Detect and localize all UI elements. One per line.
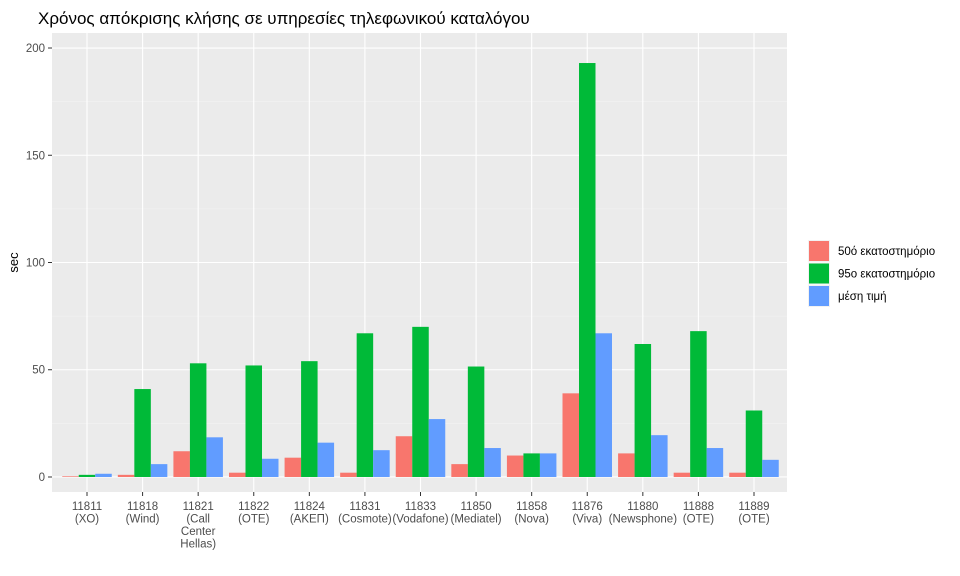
bar	[579, 63, 596, 477]
bar	[134, 389, 151, 477]
bar	[117, 474, 135, 477]
legend-swatch	[809, 286, 829, 306]
bar	[562, 393, 579, 477]
bar	[428, 419, 446, 477]
x-tick-label: 11824 (ΑΚΕΠ)	[290, 501, 329, 526]
x-tick-label: 11822 (OTE)	[238, 501, 269, 526]
x-tick-label: 11850 (Mediatel)	[451, 501, 502, 526]
bar	[229, 472, 246, 477]
x-tick-label: 11876 (Viva)	[572, 501, 603, 526]
legend-swatch	[809, 263, 829, 284]
y-tick-label: 100	[26, 258, 45, 270]
x-tick-label: 11858 (Nova)	[514, 501, 549, 526]
x-tick-label: 11831 (Cosmote)	[338, 501, 392, 526]
bar	[729, 472, 746, 477]
bar	[484, 448, 501, 477]
bar	[451, 464, 468, 477]
y-tick-label: 50	[32, 365, 45, 377]
bar	[634, 344, 652, 477]
bar	[173, 451, 190, 477]
plot-panel	[52, 33, 787, 492]
x-tick-label: 11821 (Call Center Hellas)	[180, 501, 216, 551]
y-tick-label: 200	[26, 43, 45, 55]
bar	[245, 365, 262, 477]
bar	[340, 472, 357, 477]
legend-label: 50ό εκατοστημόριο	[838, 246, 935, 258]
bar	[62, 476, 79, 477]
bar	[95, 473, 112, 477]
bar	[706, 448, 724, 477]
y-tick-label: 0	[39, 472, 45, 484]
bar	[412, 326, 429, 477]
x-tick-label: 11888 (OTE)	[683, 501, 714, 526]
y-axis: 0 50 100 150 200	[26, 43, 52, 484]
bar	[78, 474, 96, 477]
bar	[595, 333, 612, 477]
bar	[356, 333, 374, 477]
bar	[284, 457, 302, 477]
x-tick-label: 11833 (Vodafone)	[392, 501, 448, 526]
bar	[651, 435, 668, 477]
legend: 50ό εκατοστημόριο 95ο εκατοστημόριο μέση τ…	[808, 240, 935, 307]
x-tick-label: 11818 (Wind)	[126, 501, 160, 526]
y-tick-label: 150	[26, 150, 45, 162]
bar	[690, 331, 707, 477]
y-axis-label: sec	[6, 252, 21, 273]
bar	[301, 361, 318, 477]
legend-swatch	[809, 241, 829, 261]
bar	[150, 464, 168, 477]
bar	[745, 410, 763, 477]
chart-title: Χρόνος απόκρισης κλήσης σε υπηρεσίες τηλ…	[38, 9, 530, 28]
bar	[506, 455, 524, 477]
bar	[673, 472, 691, 477]
x-axis: 11811 (XO) 11818 (Wind) 11821 (Call Center Hell…	[72, 492, 770, 551]
legend-label: 95ο εκατοστημόριο	[838, 269, 935, 281]
bar	[189, 363, 207, 477]
bar	[618, 453, 635, 477]
x-tick-label: 11889 (OTE)	[738, 501, 769, 526]
bar	[467, 366, 485, 477]
legend-label: μέση τιμή	[838, 291, 887, 303]
x-tick-label: 11811 (XO)	[72, 501, 102, 526]
bar	[762, 459, 779, 477]
bar	[523, 453, 540, 477]
bar	[262, 458, 279, 477]
bar	[373, 450, 390, 477]
bar	[206, 437, 223, 477]
bar	[317, 442, 335, 477]
x-tick-label: 11880 (Newsphone)	[609, 501, 678, 526]
bar	[395, 436, 413, 477]
bar	[539, 453, 557, 477]
